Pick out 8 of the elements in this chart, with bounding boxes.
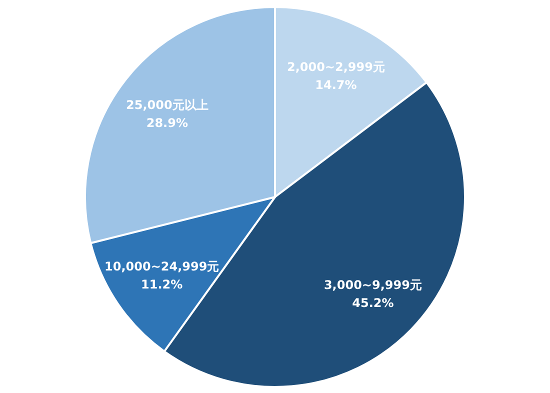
data-label: 11.2%	[141, 277, 183, 292]
slice-label: 2,000~2,999元	[286, 60, 385, 74]
slice-label: 25,000元以上	[126, 98, 208, 112]
data-label: 45.2%	[352, 296, 394, 310]
data-label: 28.9%	[146, 116, 188, 130]
slice-label: 3,000~9,999元	[324, 278, 422, 292]
data-label: 14.7%	[315, 78, 357, 92]
slice-label: 10,000~24,999元	[104, 259, 220, 274]
